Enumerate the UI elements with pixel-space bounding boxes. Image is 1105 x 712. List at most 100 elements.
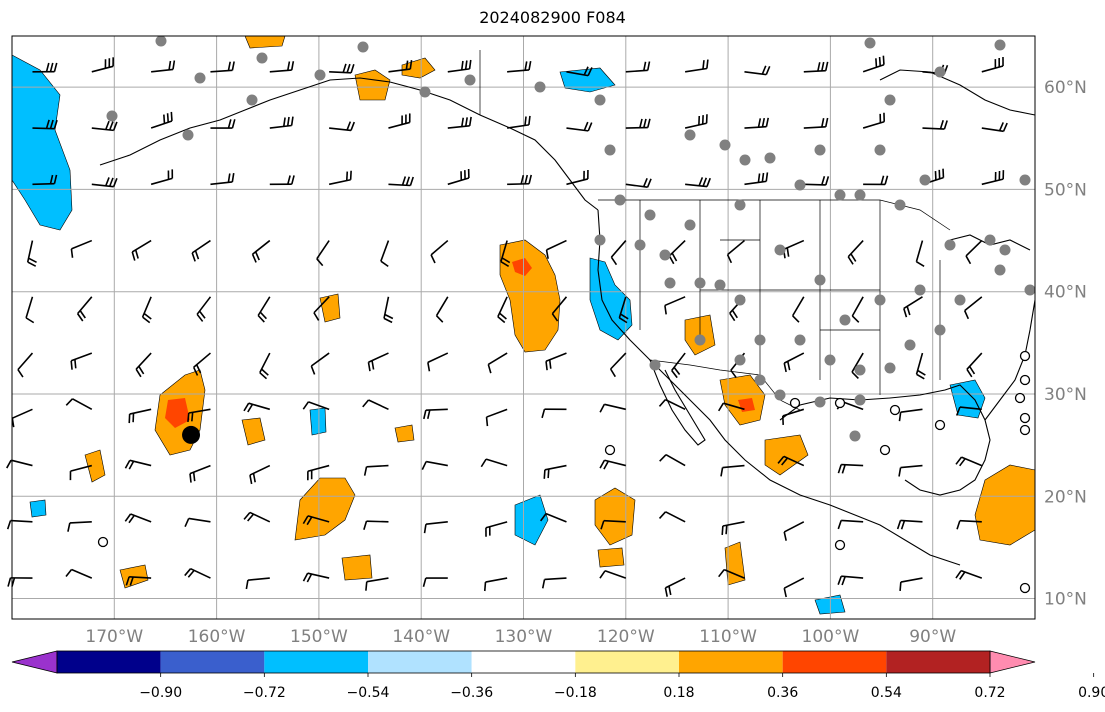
station-dot (814, 144, 826, 156)
station-dot (764, 152, 776, 164)
lon-tick-label: 110°W (699, 627, 757, 647)
wind-barb (898, 464, 923, 477)
station-dot (604, 144, 616, 156)
wind-barb (302, 401, 330, 411)
wind-barb (720, 464, 745, 477)
wind-barb (269, 61, 295, 73)
wind-barb (447, 169, 470, 186)
wind-barb (922, 120, 948, 130)
wind-barb (659, 454, 686, 467)
wind-barb (847, 240, 864, 265)
positive-core-california-offshore (512, 258, 532, 276)
station-dot (614, 194, 626, 206)
wind-barb (362, 399, 389, 411)
wind-barb (210, 172, 235, 186)
wind-barb (17, 352, 34, 378)
wind-barb (551, 296, 568, 322)
wind-barb (243, 402, 271, 413)
wind-barb (32, 174, 58, 186)
wind-barb (269, 116, 294, 129)
coastline-hudson (879, 69, 1036, 116)
station-dot (734, 354, 746, 366)
wind-barb (915, 352, 926, 380)
negative-region-small-3 (309, 407, 327, 436)
lon-tick-label: 150°W (290, 627, 348, 647)
wind-barb (803, 117, 829, 129)
wind-barb (685, 177, 711, 188)
wind-barb (625, 178, 652, 188)
colorbar-labels: −0.90 −0.72 −0.54 −0.36 −0.18 0.18 0.36 0.54 0.7… (139, 673, 1105, 701)
wind-barb (955, 406, 982, 416)
wind-barb (966, 352, 983, 378)
border-us-canada (598, 199, 951, 231)
wind-barb (430, 239, 449, 264)
border-us-mexico (649, 359, 801, 411)
wind-barb (313, 296, 330, 321)
wind-barb (903, 296, 923, 318)
station-dot (106, 110, 118, 122)
wind-barb (718, 568, 745, 579)
wind-barb (131, 239, 152, 261)
positive-region-central-pacific (294, 477, 356, 541)
wind-barb (125, 575, 152, 586)
colorbar-segment (575, 651, 679, 673)
wind-barb (257, 296, 271, 323)
colorbar-tick-label: −0.54 (347, 685, 390, 701)
wind-barb (141, 296, 152, 324)
wind-barb (543, 464, 567, 479)
wind-barb (782, 408, 805, 425)
wind-barb (388, 113, 411, 129)
station-dot (944, 239, 956, 251)
open-station-circle (1014, 392, 1026, 404)
colorbar-outline (56, 650, 991, 674)
colorbar-tick-label: 0.54 (871, 685, 902, 701)
station-dot (934, 324, 946, 336)
lat-tick-label: 10°N (1044, 590, 1087, 610)
wind-barb (783, 521, 805, 541)
wind-barb (837, 519, 864, 530)
wind-barb (955, 456, 983, 467)
wind-barb (777, 455, 805, 467)
wind-barb (981, 57, 1004, 73)
positive-region-small-4 (341, 554, 373, 581)
colorbar-segment (679, 651, 783, 673)
wind-barb (625, 61, 651, 73)
wind-barb (599, 570, 627, 579)
lon-tick-label: 170°W (85, 627, 143, 647)
colorbar-tick-label: 0.72 (974, 685, 1005, 701)
positive-region-small-2 (241, 417, 266, 446)
station-dot (634, 239, 646, 251)
wind-barb (91, 120, 118, 132)
lon-tick-label: 100°W (802, 627, 860, 647)
wind-barb (783, 352, 805, 373)
wind-barb (500, 240, 511, 268)
station-dot (774, 244, 786, 256)
wind-barb (91, 177, 118, 188)
station-dot (894, 199, 906, 211)
colorbar-tick-label: 0.90 (1078, 685, 1105, 701)
station-dot (864, 37, 876, 49)
station-dot (694, 277, 706, 289)
wind-barb (302, 515, 330, 526)
station-dot (182, 129, 194, 141)
wind-barb (128, 408, 152, 424)
wind-barb (566, 169, 589, 186)
station-dot (824, 354, 836, 366)
station-dot (914, 284, 926, 296)
station-dot (994, 264, 1006, 276)
positive-region-small-9 (244, 35, 286, 49)
open-station-circle (834, 397, 846, 409)
wind-barb (243, 511, 271, 523)
lat-tick-label: 30°N (1044, 385, 1087, 405)
station-dot (734, 294, 746, 306)
wind-barb (422, 577, 448, 587)
longitude-labels: 170°W 160°W 150°W 140°W 130°W 120°W 110°W 100°W… (85, 627, 956, 647)
colorbar-tick-label: −0.72 (243, 685, 286, 701)
wind-barb (135, 352, 152, 378)
station-dot (954, 294, 966, 306)
map-title: 2024082900 F084 (479, 8, 626, 27)
wind-barb (328, 170, 352, 186)
wind-barb (671, 352, 686, 379)
wind-barb (26, 240, 37, 267)
